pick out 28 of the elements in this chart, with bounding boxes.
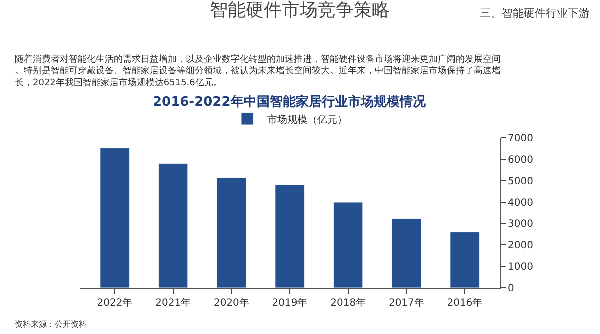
x-tick-label: 2018年 (330, 297, 366, 309)
text: 随着消费者对智能化生活的需求日益增加，以及企业数字化转型的加速推进，智能硬件设备市场将迎来更加广阔的发展空间。特别是智能可穿戴设备、智能家居设备等细分领域，被认为未来增长空间较大。近年来，中国智能家居市场保持了高速增长，2022年我国智能家居市场规模达6515.6亿元。 (15, 54, 501, 88)
y-tick-label: 3000 (508, 219, 534, 230)
x-tick-label: 2016年 (447, 297, 483, 309)
y-tick-label: 7000 (508, 134, 534, 144)
y-tick-label: 1000 (508, 262, 534, 274)
text: 三、智能硬件行业下游 (480, 7, 590, 20)
bar (216, 178, 246, 288)
bar (334, 202, 364, 288)
x-tick-label: 2019年 (272, 297, 308, 309)
y-tick-label: 6000 (508, 154, 534, 166)
x-tick-label: 2022年 (97, 297, 133, 309)
bar (158, 163, 188, 288)
y-tick-label: 2000 (508, 240, 534, 252)
bar (392, 218, 422, 288)
x-tick-label: 2020年 (214, 297, 250, 309)
y-tick-label: 4000 (508, 198, 534, 209)
bar (100, 148, 130, 288)
y-tick-label: 5000 (508, 176, 534, 188)
text: 资料来源：公开资料 (15, 320, 87, 329)
bar (275, 184, 305, 288)
chart-title: 智能硬件市场竞争策略 (210, 0, 390, 21)
legend-label: 市场规模（亿元） (268, 114, 348, 126)
chart-subtitle: 2016-2022年中国智能家居行业市场规模情况 (153, 94, 427, 110)
x-tick-label: 2017年 (388, 297, 424, 309)
bar (450, 232, 480, 288)
x-tick-label: 2021年 (156, 297, 192, 309)
y-tick-label: 0 (508, 284, 514, 294)
